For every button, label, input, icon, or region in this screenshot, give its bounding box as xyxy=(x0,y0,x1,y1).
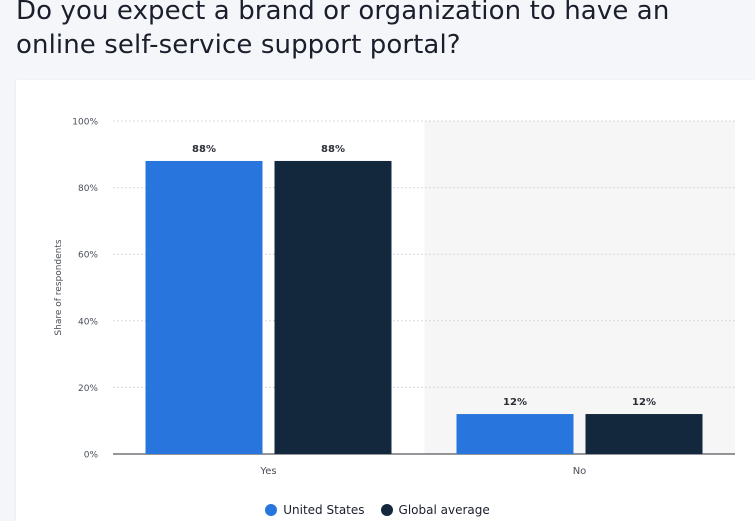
data-label: 12% xyxy=(632,397,656,408)
y-tick-label: 40% xyxy=(78,317,98,327)
data-label: 88% xyxy=(192,144,216,155)
data-label: 88% xyxy=(321,144,345,155)
page-title: Do you expect a brand or organization to… xyxy=(16,0,670,60)
legend-label: Global average xyxy=(398,503,490,517)
data-label: 12% xyxy=(503,397,527,408)
bar-yes-series-1 xyxy=(274,160,392,454)
legend-item-global-average[interactable]: Global average xyxy=(380,503,490,517)
chart-legend: United States Global average xyxy=(0,500,755,520)
bar-no-series-0 xyxy=(456,414,574,454)
legend-dot-icon xyxy=(380,504,393,516)
legend-dot-icon xyxy=(265,504,278,516)
legend-label: United States xyxy=(283,503,365,517)
legend-item-united-states[interactable]: United States xyxy=(265,503,365,517)
bar-chart: 0% 20% 40% 60% 80% 100% Share of respondents 88… xyxy=(54,118,735,477)
y-tick-label: 60% xyxy=(78,251,98,261)
bar-no-series-1 xyxy=(585,414,703,454)
y-tick-label: 100% xyxy=(72,118,98,128)
x-tick-label: No xyxy=(573,466,587,477)
bar-yes-series-0 xyxy=(145,160,263,454)
y-tick-label: 80% xyxy=(78,184,98,194)
x-tick-label: Yes xyxy=(259,466,276,477)
category-highlight-band xyxy=(424,121,735,454)
y-axis-title: Share of respondents xyxy=(54,239,64,336)
y-tick-label: 20% xyxy=(78,384,98,394)
y-tick-label: 0% xyxy=(84,451,99,461)
